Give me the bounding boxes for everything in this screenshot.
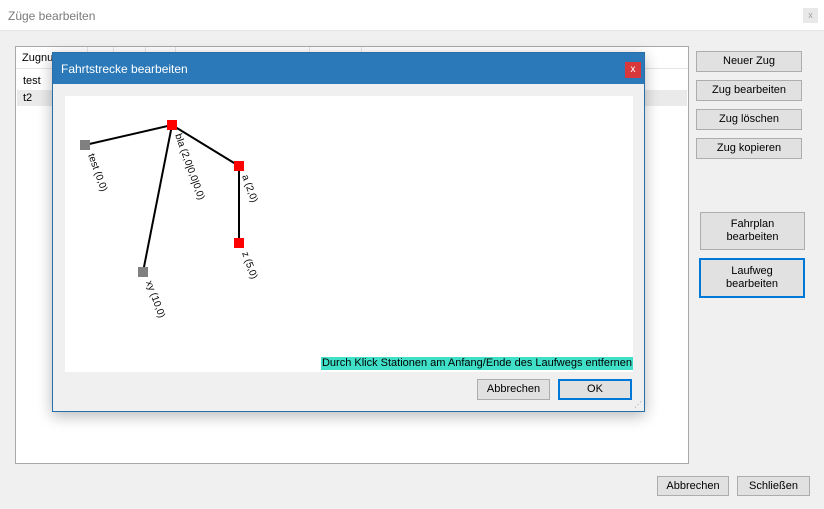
copy-train-button[interactable]: Zug kopieren <box>696 138 802 159</box>
dialog-close-button[interactable]: x <box>625 62 641 78</box>
station-label: xy (10,0) <box>143 279 167 319</box>
edit-route-button[interactable]: Laufweg bearbeiten <box>699 258 805 298</box>
dialog-ok-button[interactable]: OK <box>558 379 632 400</box>
edit-train-button[interactable]: Zug bearbeiten <box>696 80 802 101</box>
station-marker[interactable] <box>80 140 90 150</box>
route-edge <box>171 124 240 167</box>
dialog-titlebar: Fahrtstrecke bearbeiten <box>53 53 644 84</box>
close-button[interactable]: Schließen <box>737 476 810 496</box>
route-edge <box>142 124 173 273</box>
dialog-cancel-button[interactable]: Abbrechen <box>477 379 550 400</box>
window-title: Züge bearbeiten <box>8 9 96 23</box>
resize-grip-icon[interactable]: ⋰ <box>634 400 642 409</box>
new-train-button[interactable]: Neuer Zug <box>696 51 802 72</box>
route-canvas[interactable]: test (0,0) bla (2,0|0,0|0,0) a (2,0) z (5,0… <box>65 96 633 372</box>
edit-route-label-2: bearbeiten <box>726 278 778 290</box>
hint-text: Durch Klick Stationen am Anfang/Ende des… <box>320 357 633 370</box>
station-marker[interactable] <box>234 161 244 171</box>
station-marker[interactable] <box>138 267 148 277</box>
route-edit-dialog: Fahrtstrecke bearbeiten x test (0,0) bla … <box>52 52 645 412</box>
station-marker[interactable] <box>167 120 177 130</box>
route-graph[interactable]: test (0,0) bla (2,0|0,0|0,0) a (2,0)z (5,0… <box>65 96 633 372</box>
edit-timetable-label-1: Fahrplan <box>730 218 775 230</box>
station-marker[interactable] <box>234 238 244 248</box>
route-stations: test (0,0) bla (2,0|0,0|0,0) a (2,0)z (5,0… <box>80 120 259 320</box>
cancel-button[interactable]: Abbrechen <box>657 476 729 496</box>
route-edges <box>84 124 240 273</box>
table-row[interactable]: test <box>23 75 41 87</box>
station-label: z (5,0) <box>239 250 259 280</box>
window-titlebar: Züge bearbeiten x <box>0 0 824 31</box>
window-close-button[interactable]: x <box>803 8 818 23</box>
station-label: test (0,0) <box>85 152 109 193</box>
edit-route-label-1: Laufweg <box>731 265 773 277</box>
edit-timetable-label-2: bearbeiten <box>726 231 779 243</box>
route-edge <box>84 124 173 146</box>
delete-train-button[interactable]: Zug löschen <box>696 109 802 130</box>
station-label: a (2,0) <box>239 173 259 204</box>
edit-timetable-button[interactable]: Fahrplan bearbeiten <box>700 212 805 250</box>
dialog-title: Fahrtstrecke bearbeiten <box>61 62 188 76</box>
